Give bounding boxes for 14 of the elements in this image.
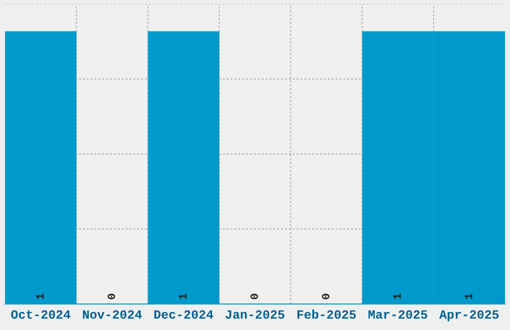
x-tick-label: Nov-2024 (82, 310, 142, 319)
data-label: 1 (464, 294, 472, 300)
x-tick-label: Feb-2025 (297, 310, 356, 319)
data-label: 0 (250, 294, 258, 300)
x-tick-label: Oct-2024 (11, 310, 70, 319)
x-tick-label: Apr-2025 (439, 310, 499, 322)
data-label: 1 (179, 294, 186, 300)
data-label: 1 (36, 294, 44, 300)
x-tick-label: Jan-2025 (226, 310, 284, 319)
data-label: 0 (322, 294, 330, 300)
x-tick-label: Dec-2024 (154, 310, 214, 319)
x-tick-label: Mar-2025 (368, 310, 428, 319)
data-label: 0 (108, 294, 116, 300)
data-label: 1 (393, 294, 401, 300)
